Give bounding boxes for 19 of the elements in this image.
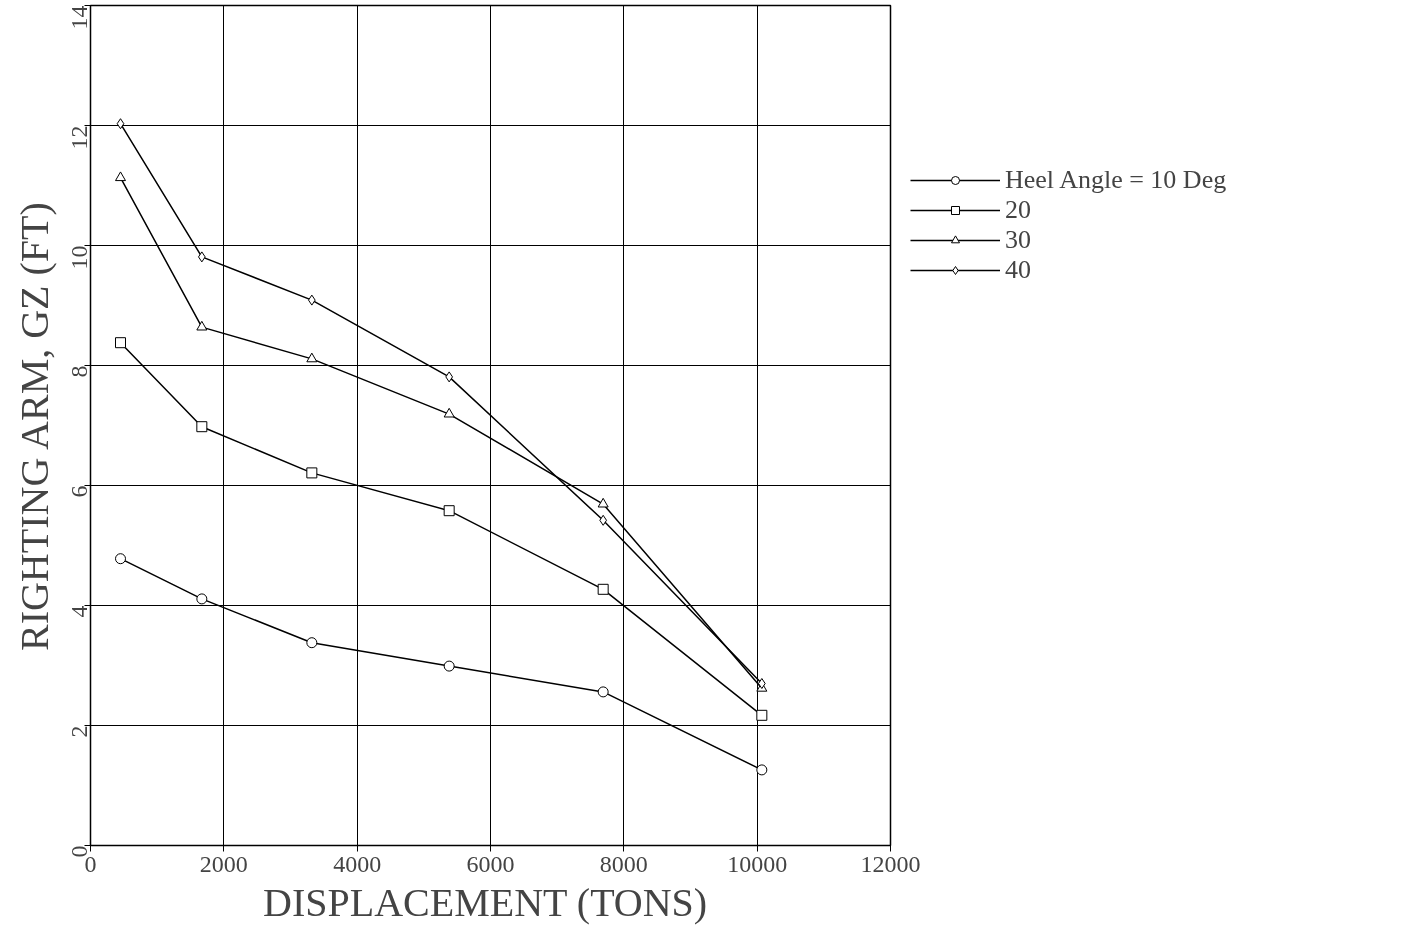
y-tick-label: 8 bbox=[66, 365, 92, 378]
y-tick-label: 2 bbox=[66, 725, 92, 738]
x-tick-label: 2000 bbox=[199, 850, 248, 877]
x-axis-title: DISPLACEMENT (TONS) bbox=[263, 879, 708, 925]
x-tick-label: 4000 bbox=[333, 850, 382, 877]
x-tick-label: 12000 bbox=[860, 850, 921, 877]
legend-label: Heel Angle = 10 Deg bbox=[1005, 165, 1227, 195]
y-tick-label: 12 bbox=[66, 125, 92, 150]
y-tick-label: 6 bbox=[66, 485, 92, 498]
x-tick-label: 6000 bbox=[466, 850, 515, 877]
y-tick-label: 10 bbox=[66, 245, 92, 270]
legend-label: 20 bbox=[1005, 195, 1031, 225]
y-axis-title: RIGHTING ARM, GZ (FT) bbox=[11, 202, 57, 652]
legend-label: 30 bbox=[1005, 225, 1031, 255]
y-tick-label: 4 bbox=[66, 605, 92, 618]
y-tick-label: 14 bbox=[66, 5, 92, 30]
x-tick-label: 10000 bbox=[727, 850, 788, 877]
legend-label: 40 bbox=[1005, 255, 1031, 285]
x-tick-label: 8000 bbox=[599, 850, 648, 877]
